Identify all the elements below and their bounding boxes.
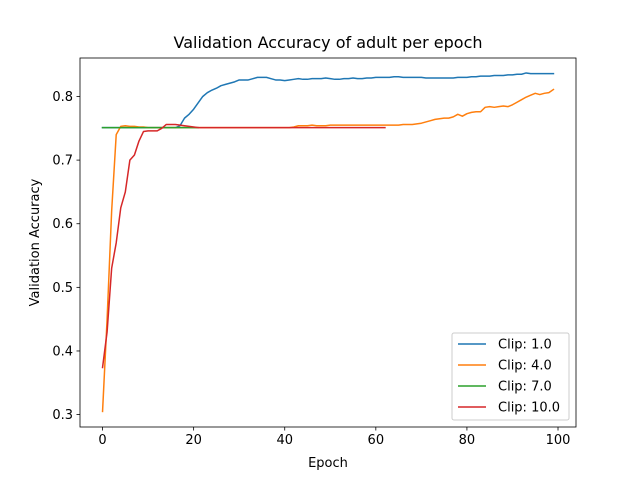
series-line-1 <box>101 72 555 129</box>
plot-frame <box>79 57 577 428</box>
series-layer <box>101 72 555 413</box>
chart-title: Validation Accuracy of adult per epoch <box>173 33 482 52</box>
x-tick-label: 60 <box>368 433 385 448</box>
x-tick-label: 0 <box>98 433 106 448</box>
series-line-4 <box>101 123 386 369</box>
legend-box <box>451 332 570 421</box>
legend: Clip: 1.0 Clip: 4.0 Clip: 7.0 Clip: 10.0 <box>451 332 570 421</box>
y-tick-label: 0.6 <box>52 217 73 232</box>
y-tick-label: 0.8 <box>52 90 73 105</box>
x-tick-label: 100 <box>546 433 571 448</box>
x-tick-label: 80 <box>459 433 476 448</box>
x-tick-label: 40 <box>276 433 293 448</box>
y-tick-label: 0.7 <box>52 154 73 169</box>
y-tick-label: 0.4 <box>52 344 73 359</box>
y-axis-label: Validation Accuracy <box>28 178 43 306</box>
x-axis-label: Epoch <box>308 456 348 471</box>
legend-label-3: Clip: 7.0 <box>498 380 552 395</box>
x-axis: 0 20 40 60 80 100 <box>98 427 570 448</box>
legend-label-4: Clip: 10.0 <box>498 401 560 416</box>
y-tick-label: 0.5 <box>52 281 73 296</box>
legend-label-1: Clip: 1.0 <box>498 338 552 353</box>
y-tick-label: 0.3 <box>52 408 73 423</box>
y-axis: 0.3 0.4 0.5 0.6 0.7 0.8 <box>52 90 80 423</box>
legend-label-2: Clip: 4.0 <box>498 359 552 374</box>
x-tick-label: 20 <box>185 433 202 448</box>
